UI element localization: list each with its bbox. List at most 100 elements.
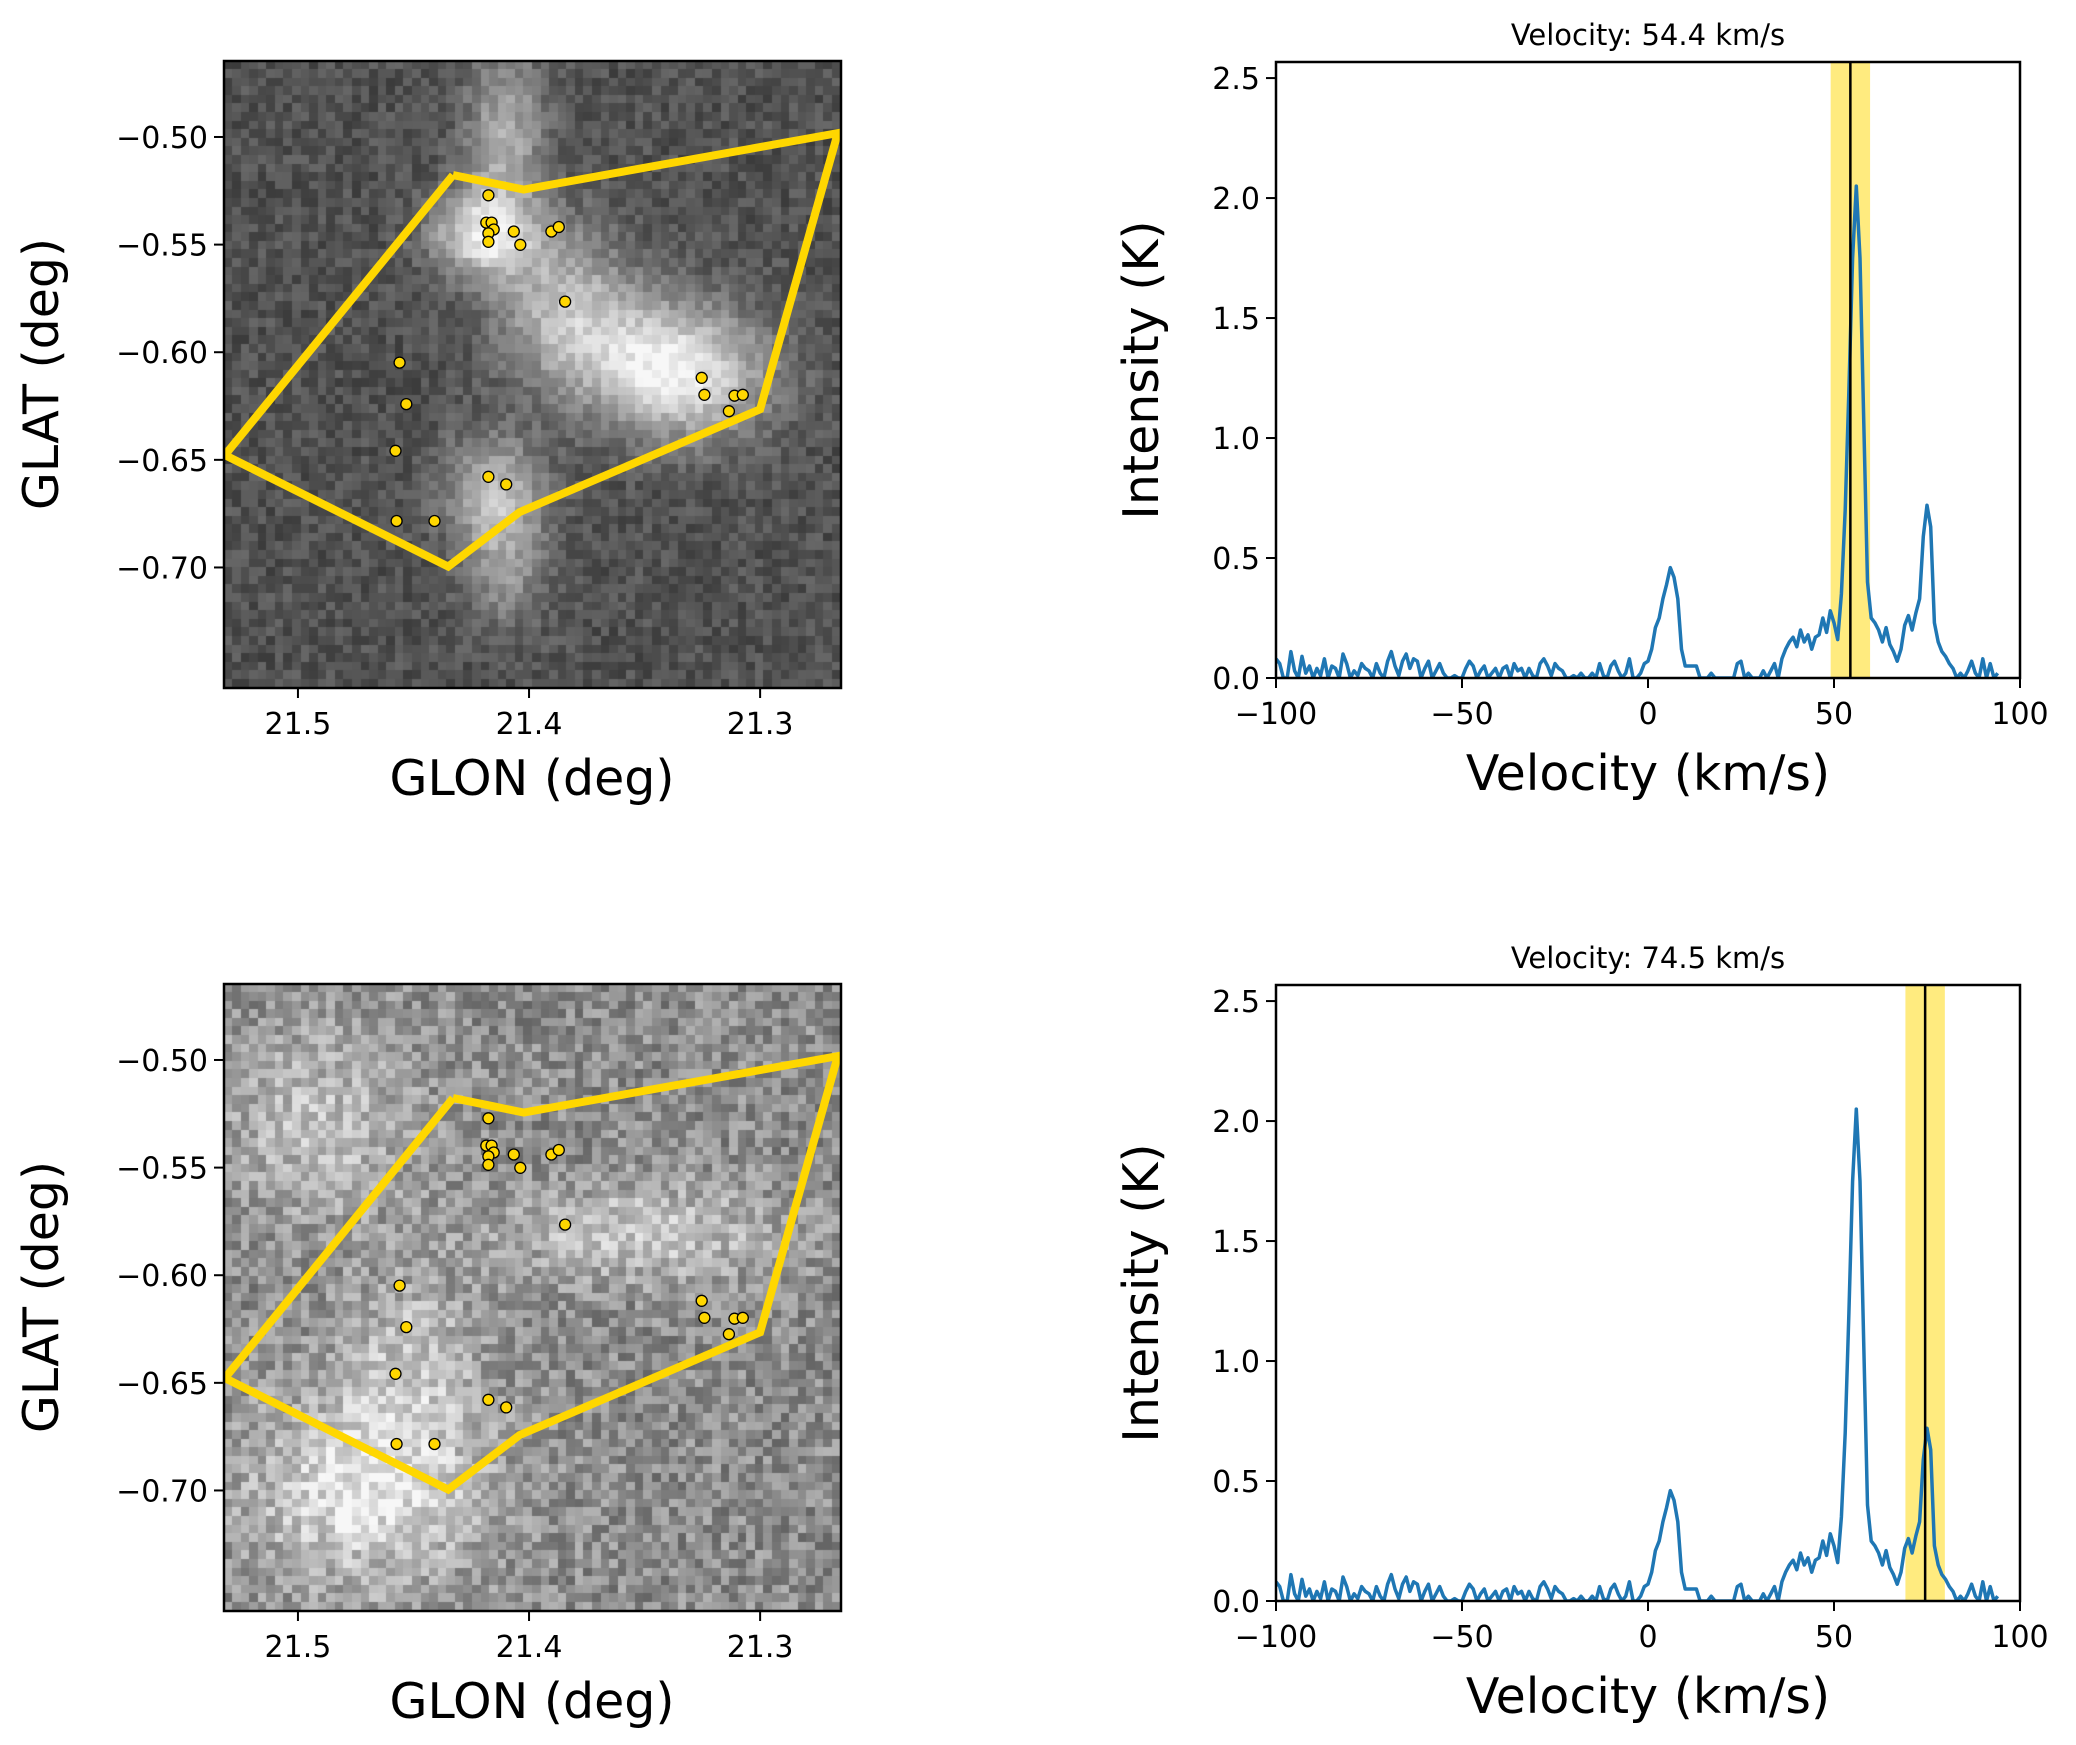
y-tick-label: −0.70 [116,1474,208,1509]
source-marker [698,1311,711,1324]
spectrum-xlabel-top: Velocity (km/s) [1466,745,1830,802]
source-marker [428,514,441,528]
y-tick-label: −0.70 [116,551,208,586]
spectrum-axes-top: −100 −50 0 50 100 0.0 0.5 1.0 1.5 2.0 2.5 [1212,62,2048,732]
map-panel-bottom: 21.5 21.4 21.3 −0.50 −0.55 −0.60 −0.65 −0.70 GL… [13,982,843,1730]
source-marker [482,1393,495,1406]
spectrum-ylabel-top: Intensity (K) [1113,220,1170,519]
y-tick-label: 0.0 [1212,1585,1260,1620]
x-tick-label: −100 [1235,697,1317,732]
y-tick-label: −0.50 [116,1044,208,1079]
y-tick-label: −0.65 [116,444,208,479]
y-tick-label: −0.65 [116,1367,208,1402]
source-marker [736,1311,749,1324]
x-tick-label: 50 [1815,697,1853,732]
source-marker [389,444,402,457]
x-tick-label: −50 [1430,697,1493,732]
x-tick-label: −50 [1430,1620,1493,1655]
y-tick-label: −0.55 [116,229,208,264]
x-tick-label: 0 [1638,697,1657,732]
source-marker [393,356,406,369]
y-tick-label: −0.55 [116,1152,208,1187]
spectrum-panel-bottom: Velocity: 74.5 km/s −100 −50 0 50 100 0.0 0.5 1… [1113,941,2049,1725]
y-tick-label: 0.0 [1212,662,1260,697]
source-marker [514,1161,527,1174]
map-ylabel-top: GLAT (deg) [13,238,70,510]
source-marker [507,1148,520,1161]
y-tick-label: 1.0 [1212,1345,1260,1380]
y-tick-label: −0.50 [116,121,208,156]
y-tick-label: 0.5 [1212,1465,1260,1500]
source-marker [552,220,565,234]
source-marker [736,388,749,401]
map-panel-top: 21.5 21.4 21.3 −0.50 −0.55 −0.60 −0.65 −0.70 GL… [13,59,843,807]
y-tick-label: 1.5 [1212,1225,1260,1260]
source-marker [558,1218,572,1231]
x-tick-label: 21.5 [265,707,332,742]
map-xlabel-top: GLON (deg) [390,750,675,807]
map-overlay-top [224,128,841,572]
region-polygon [224,1051,841,1495]
x-tick-label: 50 [1815,1620,1853,1655]
source-marker [482,189,495,202]
source-marker [558,295,572,308]
source-marker [514,238,527,251]
x-tick-label: −100 [1235,1620,1317,1655]
x-tick-label: 21.3 [727,1630,794,1665]
source-marker [482,470,495,483]
map-frame-bottom [222,982,843,1613]
source-marker [722,1328,736,1341]
spectrum-xlabel-bottom: Velocity (km/s) [1466,1668,1830,1725]
x-tick-label: 100 [1991,1620,2048,1655]
y-tick-label: −0.60 [116,1259,208,1294]
spectrum-plot-top [1276,62,2000,678]
spectrum-line [1276,184,2000,678]
map-axes-bottom: 21.5 21.4 21.3 −0.50 −0.55 −0.60 −0.65 −0.70 [116,1044,793,1665]
source-marker [428,1437,441,1451]
x-tick-label: 21.4 [496,707,563,742]
source-marker [695,371,708,384]
spectrum-panel-top: Velocity: 54.4 km/s −100 −50 0 50 100 0.0 0.5 1… [1113,18,2049,802]
spectrum-ylabel-bottom: Intensity (K) [1113,1143,1170,1442]
y-tick-label: 2.0 [1212,1105,1260,1140]
map-frame-top [222,59,843,690]
source-marker [400,1320,413,1334]
source-marker [390,514,403,528]
y-tick-label: 0.5 [1212,542,1260,577]
spectrum-axes-bottom: −100 −50 0 50 100 0.0 0.5 1.0 1.5 2.0 2.5 [1212,985,2048,1655]
map-image-bottom [224,984,841,1611]
y-tick-label: 1.0 [1212,422,1260,457]
source-marker [482,1158,495,1171]
map-axes-top: 21.5 21.4 21.3 −0.50 −0.55 −0.60 −0.65 −0.70 [116,121,793,742]
x-tick-label: 21.5 [265,1630,332,1665]
source-marker [695,1294,708,1307]
source-marker [482,1112,495,1125]
map-image-top [224,61,841,688]
source-marker [507,225,520,238]
source-marker [390,1437,403,1451]
source-marker [389,1367,402,1380]
y-tick-label: 1.5 [1212,302,1260,337]
spectrum-line [1276,1107,2000,1601]
source-marker [393,1279,406,1292]
spectrum-title-top: Velocity: 54.4 km/s [1511,18,1785,52]
x-tick-label: 0 [1638,1620,1657,1655]
y-tick-label: 2.5 [1212,985,1260,1020]
map-ylabel-bottom: GLAT (deg) [13,1161,70,1433]
spectrum-plot-bottom [1276,985,2000,1601]
source-marker [400,397,413,411]
source-marker [722,405,736,418]
region-polygon [224,128,841,572]
spectrum-frame-top [1274,60,2022,680]
y-tick-label: −0.60 [116,336,208,371]
source-marker [482,235,495,248]
source-marker [552,1143,565,1157]
x-tick-label: 21.4 [496,1630,563,1665]
y-tick-label: 2.0 [1212,182,1260,217]
map-overlay-bottom [224,1051,841,1495]
source-marker [500,478,513,491]
y-tick-label: 2.5 [1212,62,1260,97]
map-xlabel-bottom: GLON (deg) [390,1673,675,1730]
spectrum-title-bottom: Velocity: 74.5 km/s [1511,941,1785,975]
